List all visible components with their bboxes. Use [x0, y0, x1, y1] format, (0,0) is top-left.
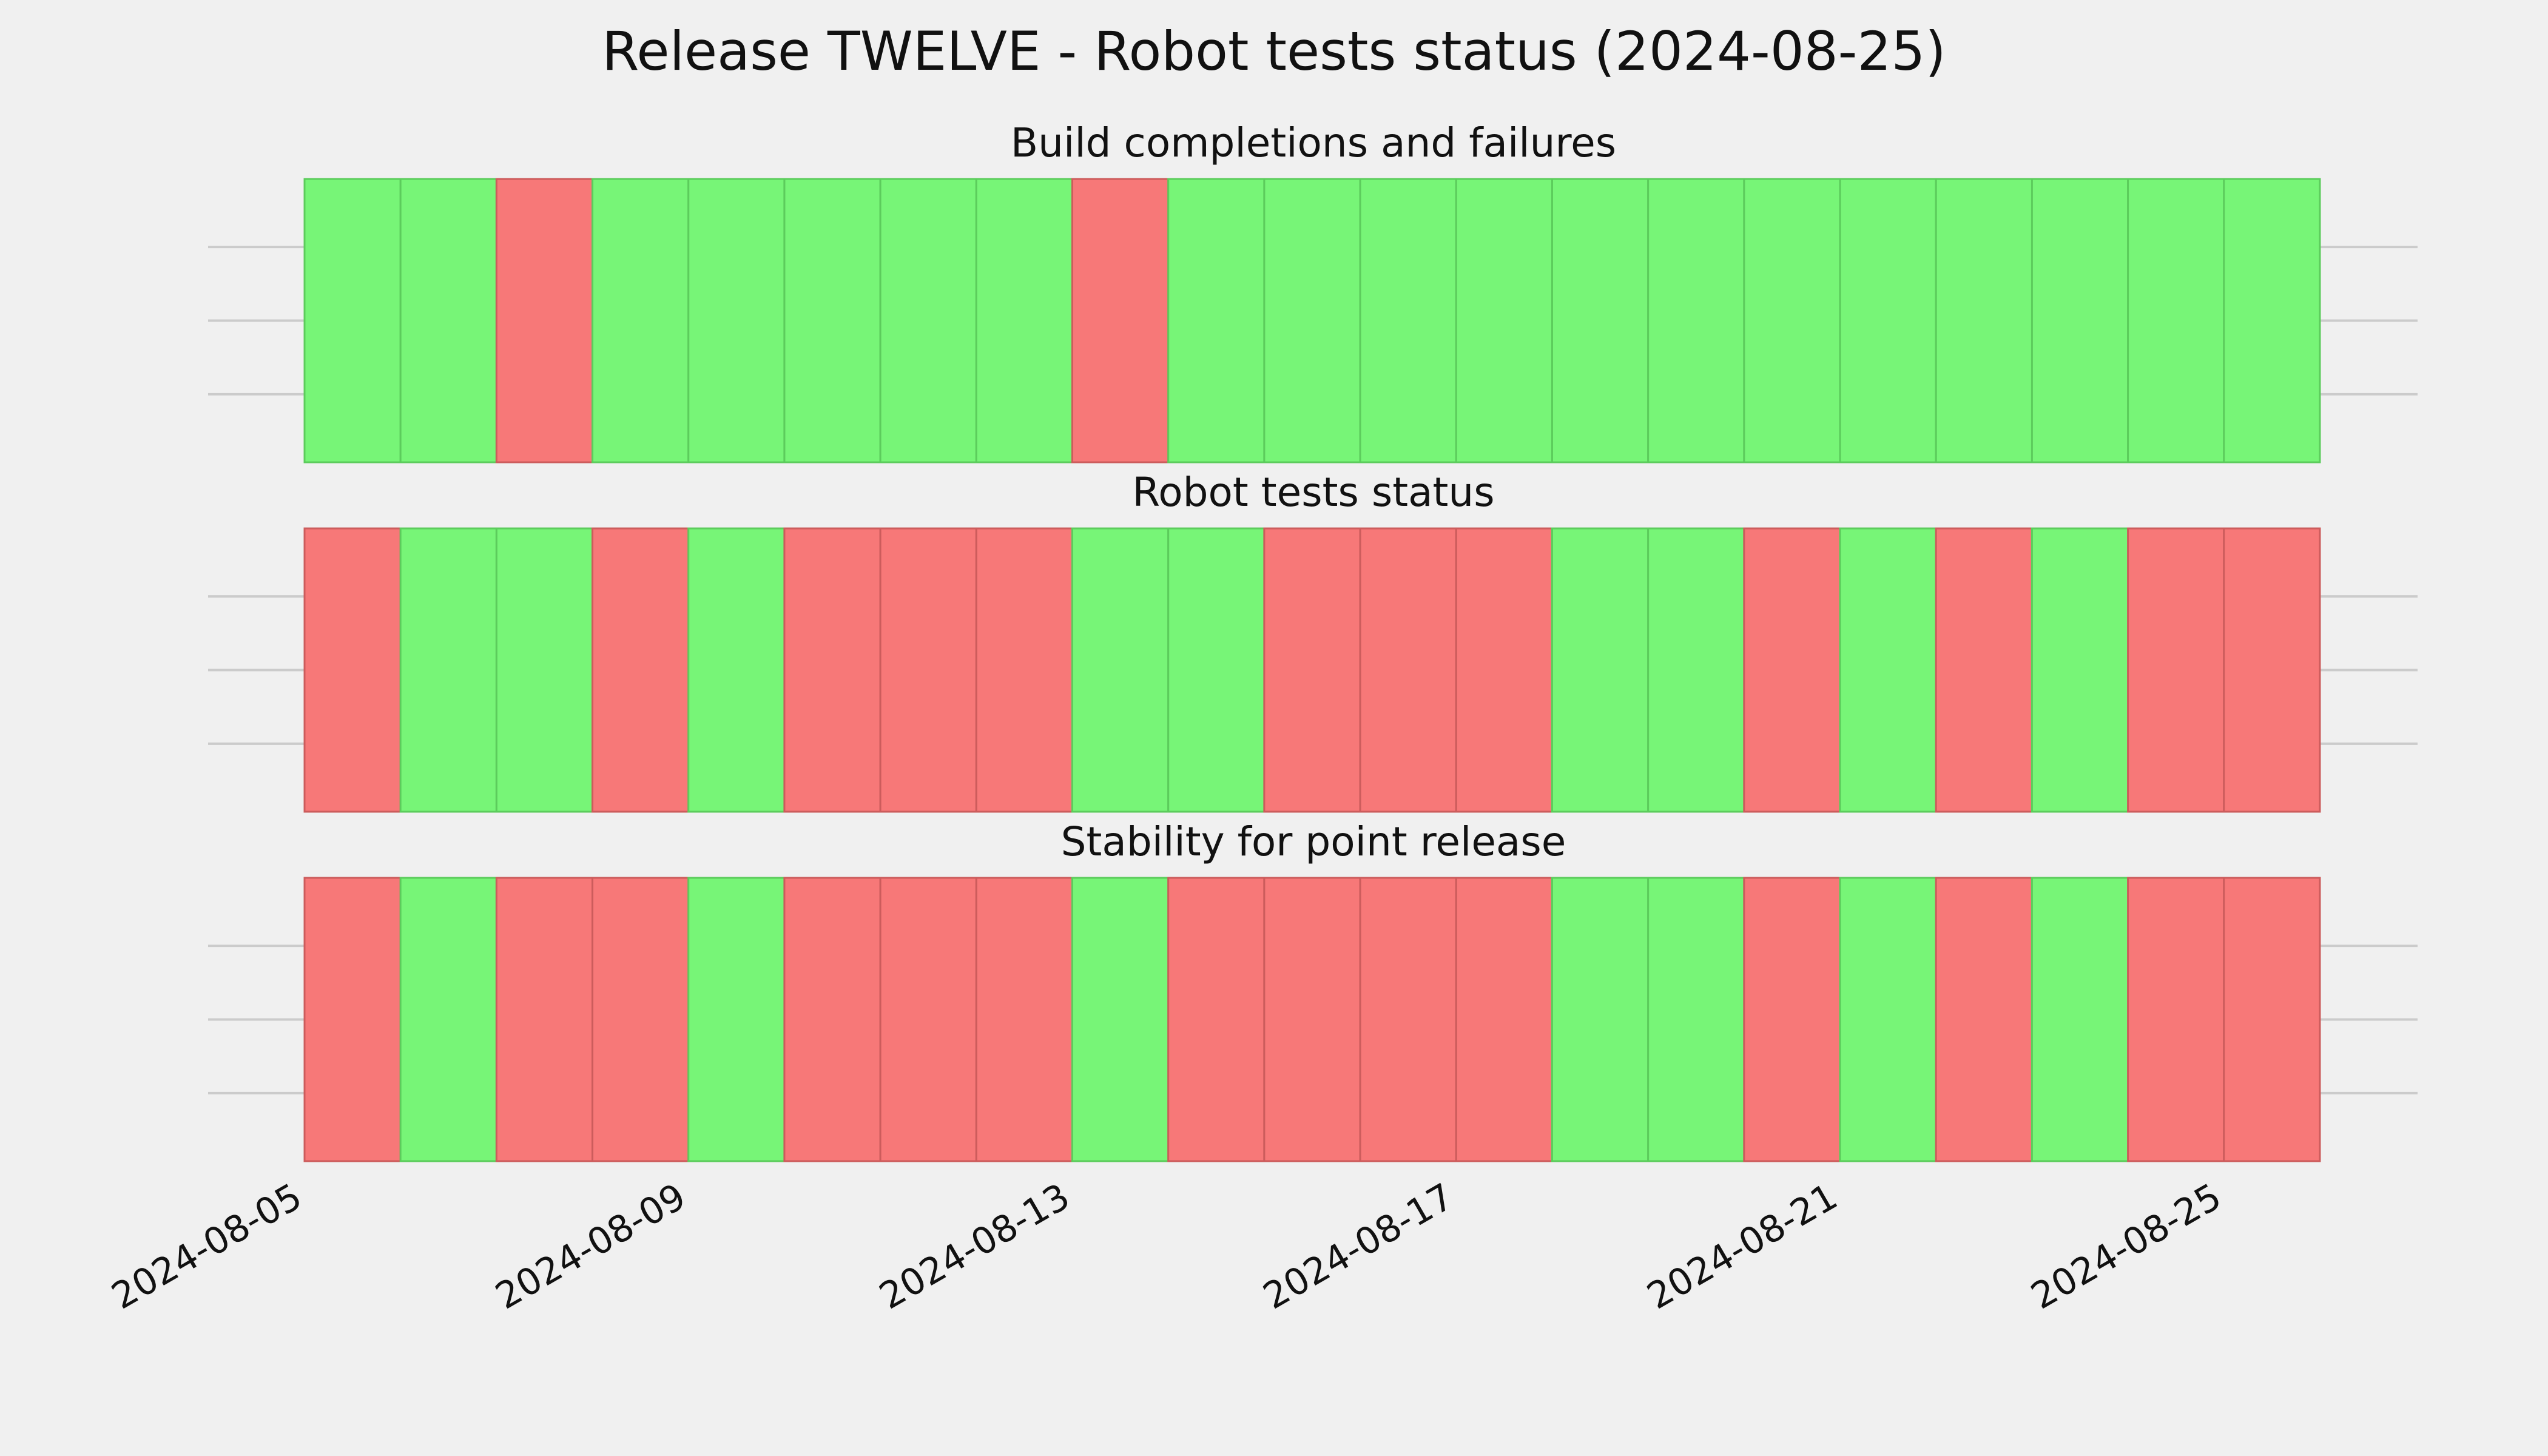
status-segment-fail-2024-08-16: [1359, 527, 1457, 813]
status-segment-fail-2024-08-05: [303, 527, 402, 813]
status-segment-fail-2024-08-15: [1263, 877, 1361, 1162]
status-segment-pass-2024-08-09: [687, 527, 786, 813]
status-segment-pass-2024-08-23: [2031, 527, 2129, 813]
panel-robot-tests-segments: [303, 527, 2321, 813]
panel-build: Build completions and failures: [208, 120, 2418, 463]
status-segment-pass-2024-08-14: [1167, 527, 1266, 813]
status-segment-fail-2024-08-07: [495, 178, 594, 463]
status-segment-pass-2024-08-16: [1359, 178, 1457, 463]
panel-robot-tests: Robot tests status: [208, 469, 2418, 813]
status-segment-fail-2024-08-05: [303, 877, 402, 1162]
status-segment-pass-2024-08-11: [879, 178, 977, 463]
status-segment-pass-2024-08-13: [1071, 527, 1170, 813]
x-tick-label-2024-08-13: 2024-08-13: [872, 1175, 1077, 1318]
x-axis-tick-labels: 2024-08-05 2024-08-09 2024-08-13 2024-08-17…: [105, 1175, 2229, 1318]
status-segment-fail-2024-08-12: [975, 527, 1074, 813]
status-segment-fail-2024-08-20: [1743, 527, 1841, 813]
status-segment-pass-2024-08-18: [1551, 877, 1650, 1162]
status-segment-pass-2024-08-19: [1647, 877, 1745, 1162]
x-tick-label-2024-08-09: 2024-08-09: [488, 1175, 693, 1318]
x-tick-label-2024-08-17: 2024-08-17: [1256, 1175, 1461, 1318]
status-segment-pass-2024-08-06: [399, 527, 497, 813]
status-segment-pass-2024-08-07: [495, 527, 594, 813]
status-segment-pass-2024-08-10: [783, 178, 881, 463]
status-segment-fail-2024-08-17: [1455, 877, 1553, 1162]
status-segment-pass-2024-08-15: [1263, 178, 1361, 463]
panel-title-build: Build completions and failures: [1011, 120, 1616, 166]
status-segment-fail-2024-08-10: [783, 877, 881, 1162]
status-segment-pass-2024-08-09: [687, 178, 786, 463]
status-segment-fail-2024-08-22: [1935, 877, 2033, 1162]
status-segment-pass-2024-08-08: [592, 178, 690, 463]
status-segment-pass-2024-08-06: [399, 877, 497, 1162]
status-segment-pass-2024-08-24: [2127, 178, 2225, 463]
x-tick-label-2024-08-21: 2024-08-21: [1640, 1175, 1845, 1318]
status-segment-fail-2024-08-11: [879, 877, 977, 1162]
status-segment-fail-2024-08-20: [1743, 877, 1841, 1162]
status-segment-pass-2024-08-18: [1551, 527, 1650, 813]
panel-stability: Stability for point release: [208, 818, 2418, 1162]
status-segment-pass-2024-08-06: [399, 178, 497, 463]
panel-build-segments: [303, 178, 2321, 463]
x-tick-label-2024-08-25: 2024-08-25: [2024, 1175, 2228, 1318]
status-segment-pass-2024-08-19: [1647, 178, 1745, 463]
status-segment-fail-2024-08-24: [2127, 877, 2225, 1162]
status-segment-pass-2024-08-23: [2031, 178, 2129, 463]
status-segment-fail-2024-08-08: [592, 877, 690, 1162]
panel-stability-segments: [303, 877, 2321, 1162]
status-segment-pass-2024-08-21: [1839, 527, 1937, 813]
status-segment-pass-2024-08-22: [1935, 178, 2033, 463]
status-segment-pass-2024-08-19: [1647, 527, 1745, 813]
status-segment-fail-2024-08-16: [1359, 877, 1457, 1162]
status-segment-fail-2024-08-25: [2223, 527, 2321, 813]
status-segment-pass-2024-08-17: [1455, 178, 1553, 463]
status-segment-pass-2024-08-23: [2031, 877, 2129, 1162]
status-segment-fail-2024-08-24: [2127, 527, 2225, 813]
status-segment-pass-2024-08-12: [975, 178, 1074, 463]
x-tick-label-2024-08-05: 2024-08-05: [105, 1175, 309, 1318]
status-segment-fail-2024-08-25: [2223, 877, 2321, 1162]
panel-title-robot-tests: Robot tests status: [1132, 469, 1494, 516]
status-segment-fail-2024-08-13: [1071, 178, 1170, 463]
panel-title-stability: Stability for point release: [1061, 818, 1566, 865]
status-segment-fail-2024-08-08: [592, 527, 690, 813]
status-segment-pass-2024-08-18: [1551, 178, 1650, 463]
status-segment-fail-2024-08-15: [1263, 527, 1361, 813]
status-segment-pass-2024-08-09: [687, 877, 786, 1162]
status-segment-fail-2024-08-11: [879, 527, 977, 813]
status-segment-pass-2024-08-14: [1167, 178, 1266, 463]
status-segment-pass-2024-08-20: [1743, 178, 1841, 463]
status-segment-fail-2024-08-07: [495, 877, 594, 1162]
status-segment-pass-2024-08-21: [1839, 877, 1937, 1162]
status-segment-fail-2024-08-22: [1935, 527, 2033, 813]
status-segment-pass-2024-08-25: [2223, 178, 2321, 463]
chart-title: Release TWELVE - Robot tests status (202…: [602, 20, 1946, 83]
status-segment-fail-2024-08-17: [1455, 527, 1553, 813]
status-segment-fail-2024-08-14: [1167, 877, 1266, 1162]
status-segment-fail-2024-08-10: [783, 527, 881, 813]
status-segment-fail-2024-08-12: [975, 877, 1074, 1162]
status-segment-pass-2024-08-05: [303, 178, 402, 463]
status-segment-pass-2024-08-13: [1071, 877, 1170, 1162]
status-segment-pass-2024-08-21: [1839, 178, 1937, 463]
